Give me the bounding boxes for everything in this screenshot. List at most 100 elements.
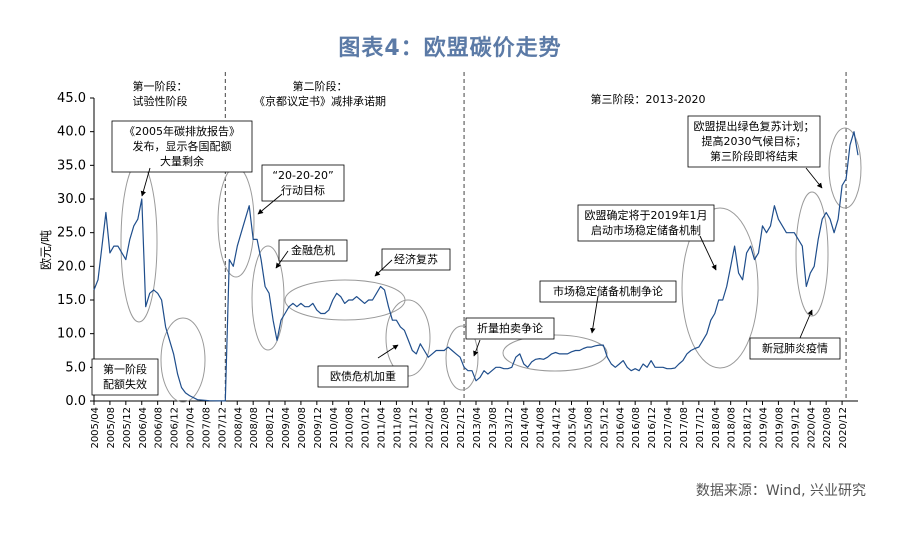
x-tick-label: 2016/08 <box>631 407 642 449</box>
annotation-text: 第一阶段 <box>103 362 147 376</box>
x-tick-label: 2008/08 <box>249 407 260 449</box>
x-tick-label: 2006/08 <box>154 407 165 449</box>
x-tick-label: 2014/12 <box>552 407 563 449</box>
x-tick-label: 2013/08 <box>488 407 499 449</box>
annotation-arrow <box>473 339 481 357</box>
annotation: 折量拍卖争论 <box>465 317 555 357</box>
x-tick-label: 2011/04 <box>377 407 388 449</box>
x-tick-label: 2015/04 <box>568 407 579 449</box>
annotation: 金融危机 <box>275 239 348 269</box>
source-note: 数据来源：Wind, 兴业研究 <box>695 483 866 499</box>
y-tick-label: 10.0 <box>57 327 86 342</box>
x-tick-label: 2020/04 <box>806 407 817 449</box>
event-ellipse <box>217 166 255 278</box>
annotation-box <box>539 280 677 303</box>
annotation-text: 《2005年碳排放报告》 <box>124 124 240 138</box>
x-tick-label: 2014/04 <box>520 407 531 449</box>
annotation: 欧债危机加重 <box>317 344 409 388</box>
annotation-text: 欧债危机加重 <box>330 369 396 383</box>
x-tick-label: 2017/08 <box>679 407 690 449</box>
x-tick-label: 2005/04 <box>90 407 101 449</box>
x-tick-label: 2007/04 <box>186 407 197 449</box>
x-tick-label: 2008/04 <box>233 407 244 449</box>
x-tick-label: 2012/12 <box>456 407 467 449</box>
x-tick-labels: 2005/04 2005/08 2005/12 2006/04 2006/08 2006/… <box>90 401 849 449</box>
y-tick-labels: 0.0 5.0 10.0 15.0 20.0 25.0 30.0 35.0 40.0 45.0 <box>57 91 94 409</box>
annotation-arrow <box>377 344 399 359</box>
annotation-text: 金融危机 <box>291 243 335 257</box>
annotation-text: 启动市场稳定储备机制 <box>591 223 701 237</box>
annotation: “20-20-20”行动目标 <box>257 164 345 215</box>
annotation-arrow <box>257 193 283 215</box>
annotation-box <box>91 358 159 396</box>
x-tick-label: 2019/12 <box>790 407 801 449</box>
x-tick-label: 2016/04 <box>615 407 626 449</box>
x-tick-label: 2005/08 <box>106 407 117 449</box>
event-ellipse <box>795 191 829 317</box>
annotation-arrow <box>275 250 289 269</box>
event-ellipse <box>160 317 206 403</box>
x-tick-label: 2011/08 <box>392 407 403 449</box>
x-tick-label: 2008/12 <box>265 407 276 449</box>
y-tick-label: 15.0 <box>57 293 86 308</box>
phase-label: 第一阶段： <box>133 79 188 93</box>
annotation-text: “20-20-20” <box>272 169 333 182</box>
annotation-arrow <box>140 167 151 197</box>
event-ellipse <box>120 161 158 323</box>
x-tick-label: 2018/08 <box>727 407 738 449</box>
annotation-box <box>465 317 555 340</box>
x-tick-label: 2011/12 <box>408 407 419 449</box>
phase-dividers <box>224 72 847 401</box>
x-tick-label: 2018/12 <box>743 407 754 449</box>
x-tick-label: 2013/04 <box>472 407 483 449</box>
y-tick-label: 20.0 <box>57 259 86 274</box>
x-tick-label: 2013/12 <box>504 407 515 449</box>
annotation: 新冠肺炎疫情 <box>749 309 841 360</box>
phase-label: 试验性阶段 <box>133 94 188 108</box>
x-tick-label: 2010/08 <box>345 407 356 449</box>
x-tick-label: 2018/04 <box>711 407 722 449</box>
annotation-box <box>278 239 348 262</box>
y-axis-label: 欧元/吨 <box>39 230 53 270</box>
event-ellipse <box>828 127 862 209</box>
x-tick-label: 2017/04 <box>663 407 674 449</box>
x-tick-label: 2009/08 <box>297 407 308 449</box>
x-tick-label: 2016/12 <box>647 407 658 449</box>
annotation-box <box>111 120 253 173</box>
annotation-text: 配额失效 <box>103 377 147 391</box>
event-ellipse <box>251 245 285 351</box>
annotation-arrow <box>699 235 717 271</box>
x-tick-label: 2019/04 <box>759 407 770 449</box>
annotation-arrow <box>374 259 393 277</box>
x-tick-label: 2007/12 <box>217 407 228 449</box>
price-series-line <box>93 131 859 402</box>
x-tick-label: 2015/12 <box>599 407 610 449</box>
annotation-box <box>317 365 409 388</box>
annotation-text: 行动目标 <box>281 183 325 197</box>
x-tick-label: 2009/04 <box>281 407 292 449</box>
x-tick-label: 2019/08 <box>774 407 785 449</box>
y-tick-label: 45.0 <box>57 91 86 106</box>
annotation-text: 大量剩余 <box>160 154 204 168</box>
y-tick-label: 35.0 <box>57 158 86 173</box>
annotation: 市场稳定储备机制争论 <box>539 280 677 334</box>
x-tick-label: 2012/08 <box>440 407 451 449</box>
x-tick-label: 2020/08 <box>822 407 833 449</box>
annotation-arrow <box>805 167 823 189</box>
chart-title: 图表4：欧盟碳价走势 <box>338 36 562 61</box>
annotation-text: 新冠肺炎疫情 <box>762 341 828 355</box>
x-tick-label: 2007/08 <box>201 407 212 449</box>
x-tick-label: 2010/12 <box>361 407 372 449</box>
annotation-text: 提高2030气候目标； <box>702 134 807 148</box>
annotation: 经济复苏 <box>374 248 451 277</box>
annotation-text: 欧盟确定将于2019年1月 <box>585 208 708 222</box>
y-tick-label: 5.0 <box>65 360 86 375</box>
event-ellipses <box>120 127 862 403</box>
y-tick-label: 25.0 <box>57 226 86 241</box>
phase-labels: 第一阶段：试验性阶段 第二阶段：《京都议定书》减排承诺期 第三阶段：2013-202… <box>133 79 706 108</box>
annotation-text: 折量拍卖争论 <box>477 321 543 335</box>
annotation-arrow <box>799 309 813 339</box>
